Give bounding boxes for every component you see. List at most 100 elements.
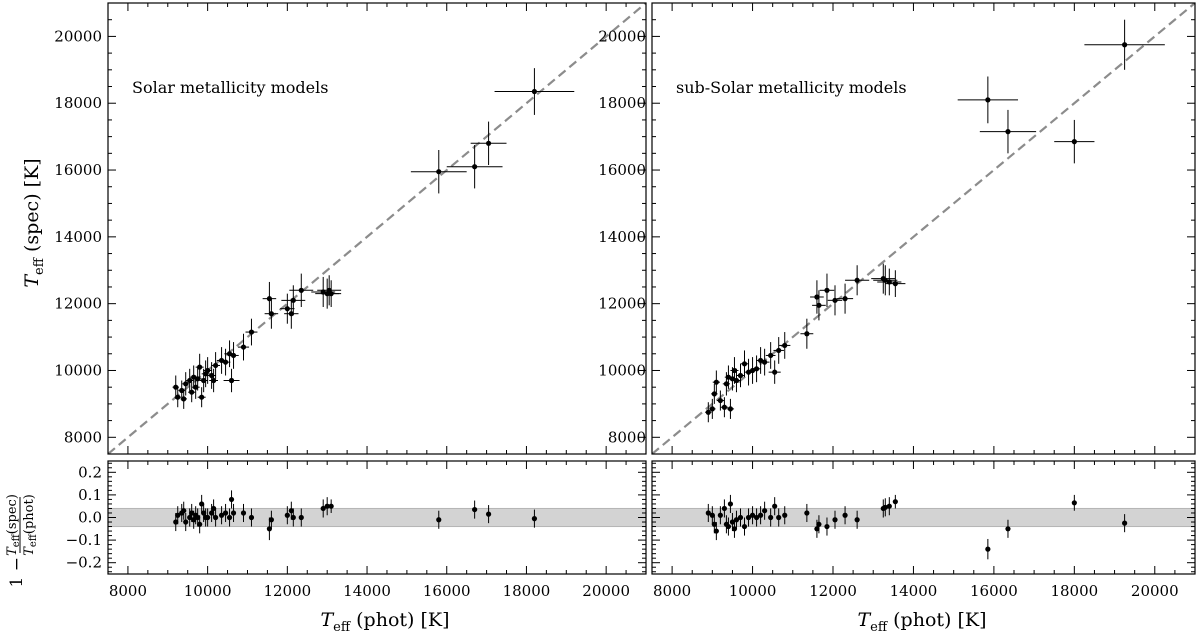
data-point [205,508,211,527]
data-point [762,501,768,520]
panel-top-right: 8000 10000 12000 14000 16000 18000 20000 sub-So… [598,2,1196,455]
data-point [172,375,179,399]
data-point [705,402,712,423]
data-point [220,348,231,376]
x-tick-label: 18000 [1050,582,1098,600]
data-marker [729,519,736,525]
data-marker [816,302,822,308]
data-point [837,283,854,314]
data-point [262,281,277,316]
data-marker [854,517,860,523]
data-point [470,121,507,166]
data-point [268,510,274,529]
x-tick-label: 8000 [109,582,147,600]
panel-bottom-left: 8000 10000 12000 14000 16000 18000 20000 0.2 0.1… [66,460,647,600]
right-x-axis-label: Teff (phot) [K] [857,609,986,635]
data-point [765,342,776,369]
data-point [812,290,826,321]
data-marker [189,510,195,516]
svg-text:Teff(spec): Teff(spec) [5,494,22,556]
data-marker [717,397,723,404]
data-marker [328,503,334,509]
y-tick-label: 14000 [54,228,102,246]
one-to-one-line [108,3,646,454]
data-point [240,503,247,523]
x-tick-label: 18000 [503,582,551,600]
y-tick-label: 10000 [54,361,102,379]
data-marker [268,311,274,317]
data-point [752,355,762,383]
data-point [213,508,219,527]
data-marker [209,372,215,379]
data-point [827,285,843,316]
data-marker [228,496,235,503]
data-marker [741,523,748,530]
data-point [871,263,896,294]
x-tick-label: 20000 [582,582,630,600]
data-marker [218,512,225,518]
data-marker [205,367,211,374]
data-marker [298,287,304,293]
data-marker [197,521,203,527]
data-point [720,397,729,418]
data-point [197,515,203,534]
data-marker [854,277,860,283]
data-marker [713,379,719,385]
data-marker [731,526,738,532]
data-point [211,352,220,379]
y-tick-label: 12000 [54,295,102,313]
data-point [1071,494,1077,511]
data-point [733,510,740,529]
data-point [716,390,724,411]
data-point [776,508,782,527]
svg-text:1 −: 1 − [7,557,27,587]
data-point [223,368,240,393]
data-point [804,503,810,523]
data-marker [173,384,179,390]
data-marker [288,508,294,514]
data-marker [485,511,492,517]
data-marker [222,510,229,516]
data-marker [733,517,740,523]
data-marker [531,516,538,522]
data-point [174,387,181,408]
data-marker [1071,139,1077,145]
data-marker [772,503,778,509]
ticks [107,2,647,455]
data-marker [320,505,326,512]
x-tick-label: 8000 [653,582,691,600]
data-marker [266,296,272,302]
data-point [886,497,892,516]
data-marker [705,409,711,415]
data-marker [768,352,774,359]
data-marker [762,359,768,365]
data-point [203,357,213,384]
data-point [800,318,814,349]
data-point [854,510,860,529]
data-marker [832,517,838,523]
data-marker [288,311,294,317]
x-tick-label: 12000 [263,582,311,600]
data-point [768,508,774,527]
data-point [280,293,295,324]
data-marker [725,523,732,530]
data-point [494,68,575,115]
plot-area [108,3,646,454]
data-marker [1005,129,1011,135]
data-marker [882,504,888,510]
y-tick-label: 0.0 [78,509,102,527]
y-tick-label: 20000 [598,27,646,45]
data-point [237,333,250,361]
data-marker [1071,500,1077,506]
data-point [709,506,715,525]
data-point [824,517,830,536]
data-marker [195,514,201,521]
data-point [705,503,711,523]
data-point [175,506,181,525]
data-marker [187,514,193,521]
data-marker [737,514,744,521]
data-marker [268,517,274,523]
data-marker [213,514,219,521]
data-point [845,265,870,296]
data-marker [191,517,197,523]
